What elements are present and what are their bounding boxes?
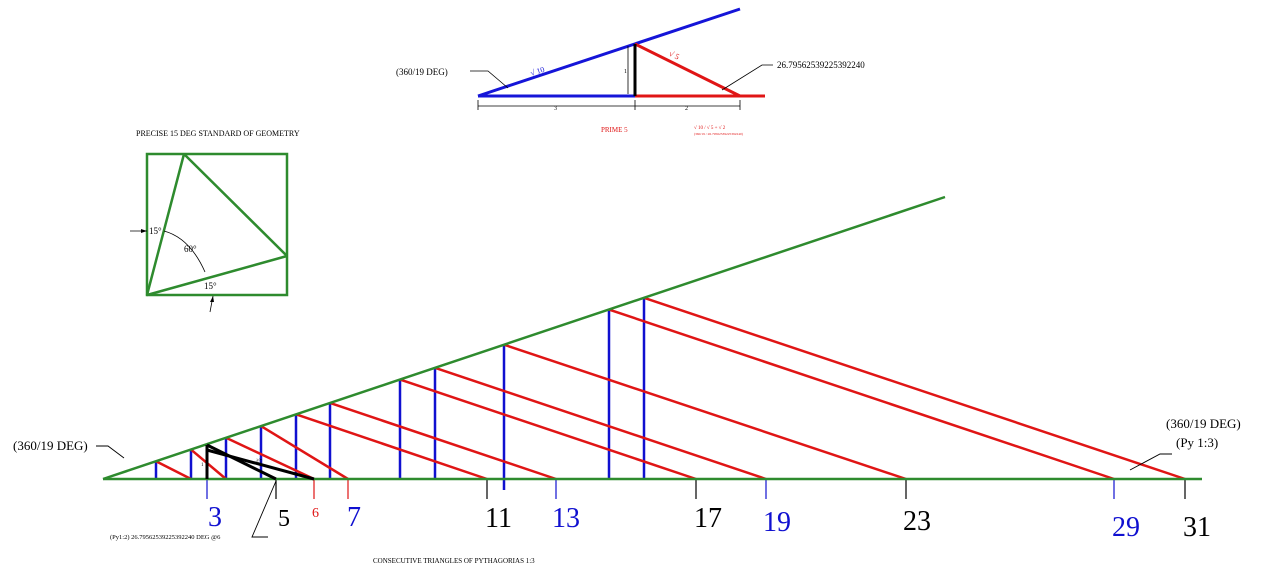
baseline-number-3: 3 [208,502,222,533]
prime-label: PRIME 5 [601,126,628,134]
small-black-slant-2 [206,448,315,481]
baseline-number-11: 11 [485,503,512,534]
top-angle-value: 26.79562539225392240 [777,60,865,70]
main-caption: CONSECUTIVE TRIANGLES OF PYTHAGORIAS 1:3 [373,557,535,565]
left-angle-label: (360/19 DEG) [13,438,88,453]
red-slant-10 [643,296,1186,481]
main-numbers: 3 5 6 7 11 13 17 19 23 29 31 [208,502,1211,543]
top-left-leader [470,70,509,89]
left-angle-leader [96,445,125,459]
baseline-number-5: 5 [278,506,290,532]
baseline-number-6: 6 [312,506,319,521]
formula-line-2: (360/19 / 26.79562539225392240) [694,132,744,136]
formula-line-1: √ 10 / √ 5 + √ 2 [694,125,726,131]
baseline-number-31: 31 [1183,512,1211,543]
baseline-number-19: 19 [763,507,791,538]
right-angle-leader [1129,453,1172,471]
top-right-leader [721,64,773,91]
top-blue-hypotenuse [477,7,741,98]
red-slant-9 [608,308,1115,481]
small-dim-label: 1 [201,463,204,468]
dim-right-label: 2 [685,106,688,112]
dim-base-label: 3 [554,106,557,112]
right-angle-label: (360/19 DEG) [1166,416,1241,431]
top-figure: 1 3 2 (360/19 DEG) 26.79562539225392240 … [396,7,865,136]
baseline-number-13: 13 [552,503,580,534]
top-angle-label: (360/19 DEG) [396,67,448,77]
dim-height-label: 1 [624,69,627,75]
note-leader [251,480,277,538]
square-outline [145,152,289,297]
main-figure: 1 √5 (360/19 DEG) (360/19 DEG) (Py 1:3) … [13,195,1241,565]
angle-60: 60° [184,244,197,254]
square-figure: PRECISE 15 DEG STANDARD OF GEOMETRY 15° … [130,129,300,313]
red-slant-8 [503,343,907,481]
arc-60 [163,230,206,273]
top-slant-label: √ 5 [668,49,681,62]
bottom-note: (Py1:2) 26.79562539225392240 DEG @6 [110,534,221,541]
angle-15-bottom: 15° [204,281,217,291]
small-root-label: √5 [254,456,263,465]
baseline-number-17: 17 [694,503,722,534]
main-lines [154,296,1186,499]
baseline-number-29: 29 [1112,512,1140,543]
red-slant-0 [155,460,192,481]
red-slant-4 [295,413,488,481]
square-title: PRECISE 15 DEG STANDARD OF GEOMETRY [136,129,300,138]
red-slant-5 [329,401,557,481]
red-slant-2 [225,436,315,481]
baseline-number-7: 7 [347,502,361,533]
red-slant-3 [260,425,349,481]
right-ratio-label: (Py 1:3) [1176,435,1218,450]
angle-15-left: 15° [149,226,162,236]
top-hyp-label: √ 10 [529,65,545,78]
red-slant-6 [399,378,697,481]
baseline-number-23: 23 [903,506,931,537]
small-black-slant-1 [206,443,277,481]
red-slant-7 [434,366,767,481]
main-green-hypotenuse [102,195,946,481]
top-red-slant [634,42,741,98]
